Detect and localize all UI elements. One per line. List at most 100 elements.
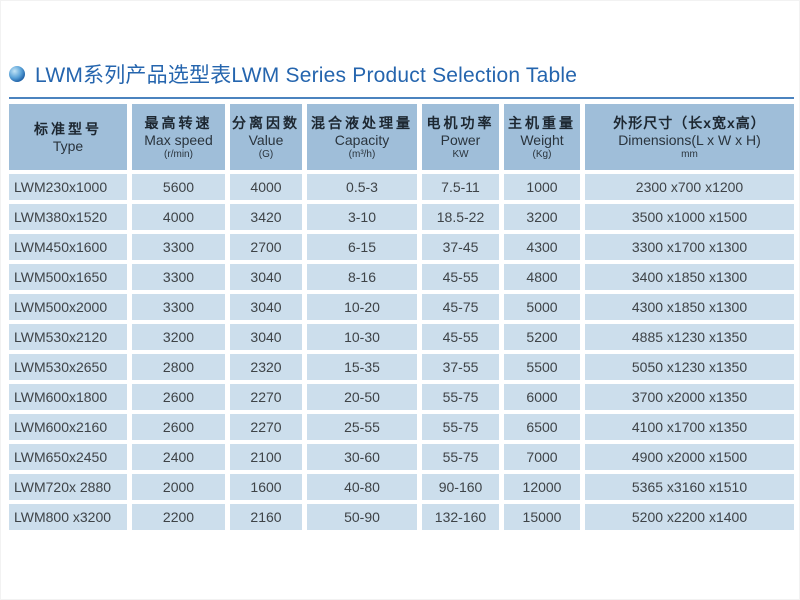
value-cell: 7.5-11 (422, 174, 499, 200)
value-cell: 4100 x1700 x1350 (585, 414, 794, 440)
col-header-dimensions: 外形尺寸（长x宽x高） Dimensions(L x W x H) mm (585, 104, 794, 170)
col-header-unit: (r/min) (164, 148, 193, 160)
value-cell: 4885 x1230 x1350 (585, 324, 794, 350)
col-header-weight: 主机重量 Weight (Kg) (504, 104, 580, 170)
value-cell: 3300 (132, 294, 225, 320)
model-cell: LWM450x1600 (9, 234, 127, 260)
value-cell: 37-45 (422, 234, 499, 260)
value-cell: 5000 (504, 294, 580, 320)
value-cell: 2400 (132, 444, 225, 470)
page-title-row: LWM系列产品选型表LWM Series Product Selection T… (9, 59, 577, 89)
model-cell: LWM720x 2880 (9, 474, 127, 500)
model-cell: LWM530x2120 (9, 324, 127, 350)
value-cell: 3500 x1000 x1500 (585, 204, 794, 230)
value-cell: 5500 (504, 354, 580, 380)
value-cell: 10-20 (307, 294, 417, 320)
value-cell: 2300 x700 x1200 (585, 174, 794, 200)
model-cell: LWM800 x3200 (9, 504, 127, 530)
product-selection-table: 标准型号 Type 最高转速 Max speed (r/min) 分离因数 Va… (9, 104, 794, 534)
value-cell: 50-90 (307, 504, 417, 530)
col-header-unit: (G) (258, 148, 274, 160)
value-cell: 12000 (504, 474, 580, 500)
value-cell: 3040 (230, 264, 302, 290)
title-divider (9, 97, 794, 99)
value-cell: 132-160 (422, 504, 499, 530)
value-cell: 45-55 (422, 264, 499, 290)
value-cell: 4000 (132, 204, 225, 230)
value-cell: 2200 (132, 504, 225, 530)
col-header-zh: 分离因数 (232, 114, 300, 131)
value-cell: 4000 (230, 174, 302, 200)
value-cell: 5600 (132, 174, 225, 200)
page-title: LWM系列产品选型表LWM Series Product Selection T… (35, 64, 578, 87)
value-cell: 3200 (132, 324, 225, 350)
col-header-en: Capacity (334, 131, 390, 148)
value-cell: 5050 x1230 x1350 (585, 354, 794, 380)
value-cell: 5200 (504, 324, 580, 350)
value-cell: 25-55 (307, 414, 417, 440)
value-cell: 4300 (504, 234, 580, 260)
value-cell: 90-160 (422, 474, 499, 500)
value-cell: 3-10 (307, 204, 417, 230)
value-cell: 18.5-22 (422, 204, 499, 230)
bullet-icon (9, 66, 25, 82)
table-body: LWM230x1000 5600 4000 0.5-3 7.5-11 1000 2300 x… (9, 174, 794, 530)
col-header-zh: 标准型号 (34, 120, 102, 137)
table-row: LWM530x2120 3200 3040 10-30 45-55 5200 4885 x1… (9, 324, 794, 350)
model-cell: LWM500x1650 (9, 264, 127, 290)
value-cell: 6000 (504, 384, 580, 410)
col-header-en: Value (248, 131, 284, 148)
value-cell: 2600 (132, 384, 225, 410)
value-cell: 15-35 (307, 354, 417, 380)
table-row: LWM530x2650 2800 2320 15-35 37-55 5500 5050 x1… (9, 354, 794, 380)
value-cell: 3400 x1850 x1300 (585, 264, 794, 290)
col-header-en: Weight (520, 131, 564, 148)
value-cell: 45-55 (422, 324, 499, 350)
model-cell: LWM530x2650 (9, 354, 127, 380)
col-header-en: Max speed (144, 131, 213, 148)
value-cell: 3700 x2000 x1350 (585, 384, 794, 410)
col-header-unit: (Kg) (532, 148, 552, 160)
value-cell: 40-80 (307, 474, 417, 500)
value-cell: 15000 (504, 504, 580, 530)
table-row: LWM230x1000 5600 4000 0.5-3 7.5-11 1000 2300 x… (9, 174, 794, 200)
value-cell: 2800 (132, 354, 225, 380)
col-header-en: Power (440, 131, 481, 148)
value-cell: 2600 (132, 414, 225, 440)
value-cell: 2000 (132, 474, 225, 500)
col-header-zh: 混合液处理量 (311, 114, 413, 131)
table-row: LWM800 x3200 2200 2160 50-90 132-160 15000 520… (9, 504, 794, 530)
value-cell: 3300 (132, 234, 225, 260)
col-header-power: 电机功率 Power KW (422, 104, 499, 170)
value-cell: 8-16 (307, 264, 417, 290)
col-header-zh: 电机功率 (426, 114, 495, 131)
table-row: LWM600x2160 2600 2270 25-55 55-75 6500 4100 x1… (9, 414, 794, 440)
value-cell: 55-75 (422, 414, 499, 440)
value-cell: 3300 x1700 x1300 (585, 234, 794, 260)
value-cell: 1600 (230, 474, 302, 500)
value-cell: 3040 (230, 324, 302, 350)
value-cell: 3200 (504, 204, 580, 230)
value-cell: 0.5-3 (307, 174, 417, 200)
model-cell: LWM380x1520 (9, 204, 127, 230)
table-row: LWM600x1800 2600 2270 20-50 55-75 6000 3700 x2… (9, 384, 794, 410)
value-cell: 20-50 (307, 384, 417, 410)
table-row: LWM500x1650 3300 3040 8-16 45-55 4800 3400 x18… (9, 264, 794, 290)
value-cell: 30-60 (307, 444, 417, 470)
value-cell: 5365 x3160 x1510 (585, 474, 794, 500)
table-row: LWM380x1520 4000 3420 3-10 18.5-22 3200 3500 x… (9, 204, 794, 230)
col-header-en: Dimensions(L x W x H) (618, 131, 761, 148)
model-cell: LWM500x2000 (9, 294, 127, 320)
value-cell: 37-55 (422, 354, 499, 380)
value-cell: 2320 (230, 354, 302, 380)
value-cell: 7000 (504, 444, 580, 470)
value-cell: 5200 x2200 x1400 (585, 504, 794, 530)
value-cell: 4300 x1850 x1300 (585, 294, 794, 320)
table-row: LWM450x1600 3300 2700 6-15 37-45 4300 3300 x17… (9, 234, 794, 260)
model-cell: LWM650x2450 (9, 444, 127, 470)
table-row: LWM720x 2880 2000 1600 40-80 90-160 12000 5365… (9, 474, 794, 500)
model-cell: LWM600x1800 (9, 384, 127, 410)
model-cell: LWM600x2160 (9, 414, 127, 440)
value-cell: 55-75 (422, 444, 499, 470)
value-cell: 2160 (230, 504, 302, 530)
